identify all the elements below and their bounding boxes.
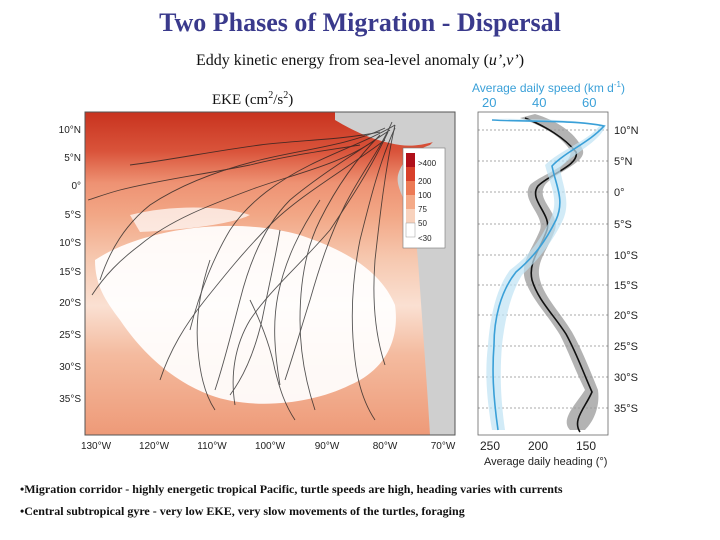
speed-axis-title-close: ) <box>620 81 625 95</box>
eke-prefix: EKE (cm <box>212 92 269 108</box>
subtitle: Eddy kinetic energy from sea-level anoma… <box>0 52 720 70</box>
profile-lat-label: 25°S <box>614 341 638 353</box>
eke-mid: /s <box>273 92 284 108</box>
map-lon-label: 70°W <box>431 441 456 452</box>
heading-tick: 150 <box>576 439 596 453</box>
eke-sup2: 2 <box>283 90 289 101</box>
speed-axis-title-sup: -1 <box>613 80 621 89</box>
map-lon-label: 90°W <box>315 441 340 452</box>
subtitle-italic: u’,v’ <box>488 52 519 69</box>
profile-lat-label: 10°S <box>614 250 638 262</box>
eke-sup1: 2 <box>268 90 274 101</box>
map-lon-labels: 130°W 120°W 110°W 100°W 90°W 80°W 70°W <box>81 441 456 452</box>
eke-legend-swatch <box>406 167 415 181</box>
subtitle-suffix: ) <box>518 52 525 69</box>
speed-axis-title-text: Average daily speed (km d <box>472 81 614 95</box>
map-lat-label: 10°S <box>59 238 81 249</box>
low-eke-patch <box>130 207 250 232</box>
heading-tick: 250 <box>480 439 500 453</box>
eke-legend-swatch <box>406 181 415 195</box>
subtitle-prefix: Eddy kinetic energy from sea-level anoma… <box>195 52 489 69</box>
eke-legend-label: 50 <box>418 219 427 228</box>
map-lon-label: 130°W <box>81 441 112 452</box>
speed-tick: 40 <box>532 95 547 110</box>
eke-legend-label: >400 <box>418 159 437 168</box>
speed-heading-panel: 10°N 5°N 0° 5°S 10°S 15°S 20°S 25°S 30°S… <box>477 111 639 468</box>
heading-axis-title: Average daily heading (°) <box>484 456 607 468</box>
eke-legend: >400 200 100 75 50 <30 <box>402 147 446 249</box>
profile-lat-label: 5°N <box>614 156 633 168</box>
speed-tick: 60 <box>582 95 597 110</box>
profile-lat-label: 35°S <box>614 403 638 415</box>
bullet-item: •Central subtropical gyre - very low EKE… <box>20 504 465 518</box>
map-lat-label: 35°S <box>59 394 81 405</box>
map-lat-label: 0° <box>71 181 81 192</box>
profile-lat-label: 20°S <box>614 310 638 322</box>
heading-tick: 200 <box>528 439 548 453</box>
map-lat-label: 5°S <box>65 210 82 221</box>
eke-label: EKE (cm2/s2) <box>212 90 293 109</box>
eke-suffix: ) <box>288 92 294 108</box>
turtle-tracks <box>87 121 396 421</box>
eke-legend-swatch <box>406 195 415 209</box>
map-lat-label: 25°S <box>59 330 81 341</box>
bullet-item: •Migration corridor - highly energetic t… <box>20 482 563 496</box>
profile-lat-label: 5°S <box>614 219 632 231</box>
map-lat-label: 20°S <box>59 298 81 309</box>
eke-legend-label: <30 <box>418 234 432 243</box>
profile-lat-label: 0° <box>614 187 625 199</box>
map-lon-label: 80°W <box>373 441 398 452</box>
bullet-list: •Migration corridor - highly energetic t… <box>20 478 563 522</box>
map-lat-label: 10°N <box>59 125 81 136</box>
profile-lat-label: 15°S <box>614 280 638 292</box>
eke-legend-label: 75 <box>418 205 427 214</box>
map-lat-label: 15°S <box>59 267 81 278</box>
map-frame <box>84 111 456 436</box>
map-lat-label: 5°N <box>64 153 81 164</box>
eke-legend-label: 200 <box>418 177 432 186</box>
speed-line <box>491 119 606 431</box>
speed-tick: 20 <box>482 95 497 110</box>
speed-axis-title: Average daily speed (km d-1) <box>472 80 625 95</box>
eke-legend-label: 100 <box>418 191 432 200</box>
profile-lat-label: 10°N <box>614 125 639 137</box>
map-lat-labels: 10°N 5°N 0° 5°S 10°S 15°S 20°S 25°S 30°S… <box>59 125 82 405</box>
map-lon-label: 110°W <box>197 441 227 452</box>
speed-envelope <box>486 118 606 430</box>
slide-title: Two Phases of Migration - Dispersal <box>159 8 561 37</box>
map-lat-label: 30°S <box>59 362 81 373</box>
low-eke-region <box>95 225 396 404</box>
eke-legend-swatch <box>405 222 416 238</box>
heading-envelope <box>520 114 599 430</box>
profile-lat-label: 30°S <box>614 372 638 384</box>
eke-legend-swatch <box>406 153 415 167</box>
eke-legend-swatch <box>406 209 415 223</box>
map-lon-label: 120°W <box>139 441 170 452</box>
map-lon-label: 100°W <box>255 441 286 452</box>
profile-lat-labels: 10°N 5°N 0° 5°S 10°S 15°S 20°S 25°S 30°S… <box>614 125 639 415</box>
heading-ticks: 250 200 150 <box>480 439 596 453</box>
